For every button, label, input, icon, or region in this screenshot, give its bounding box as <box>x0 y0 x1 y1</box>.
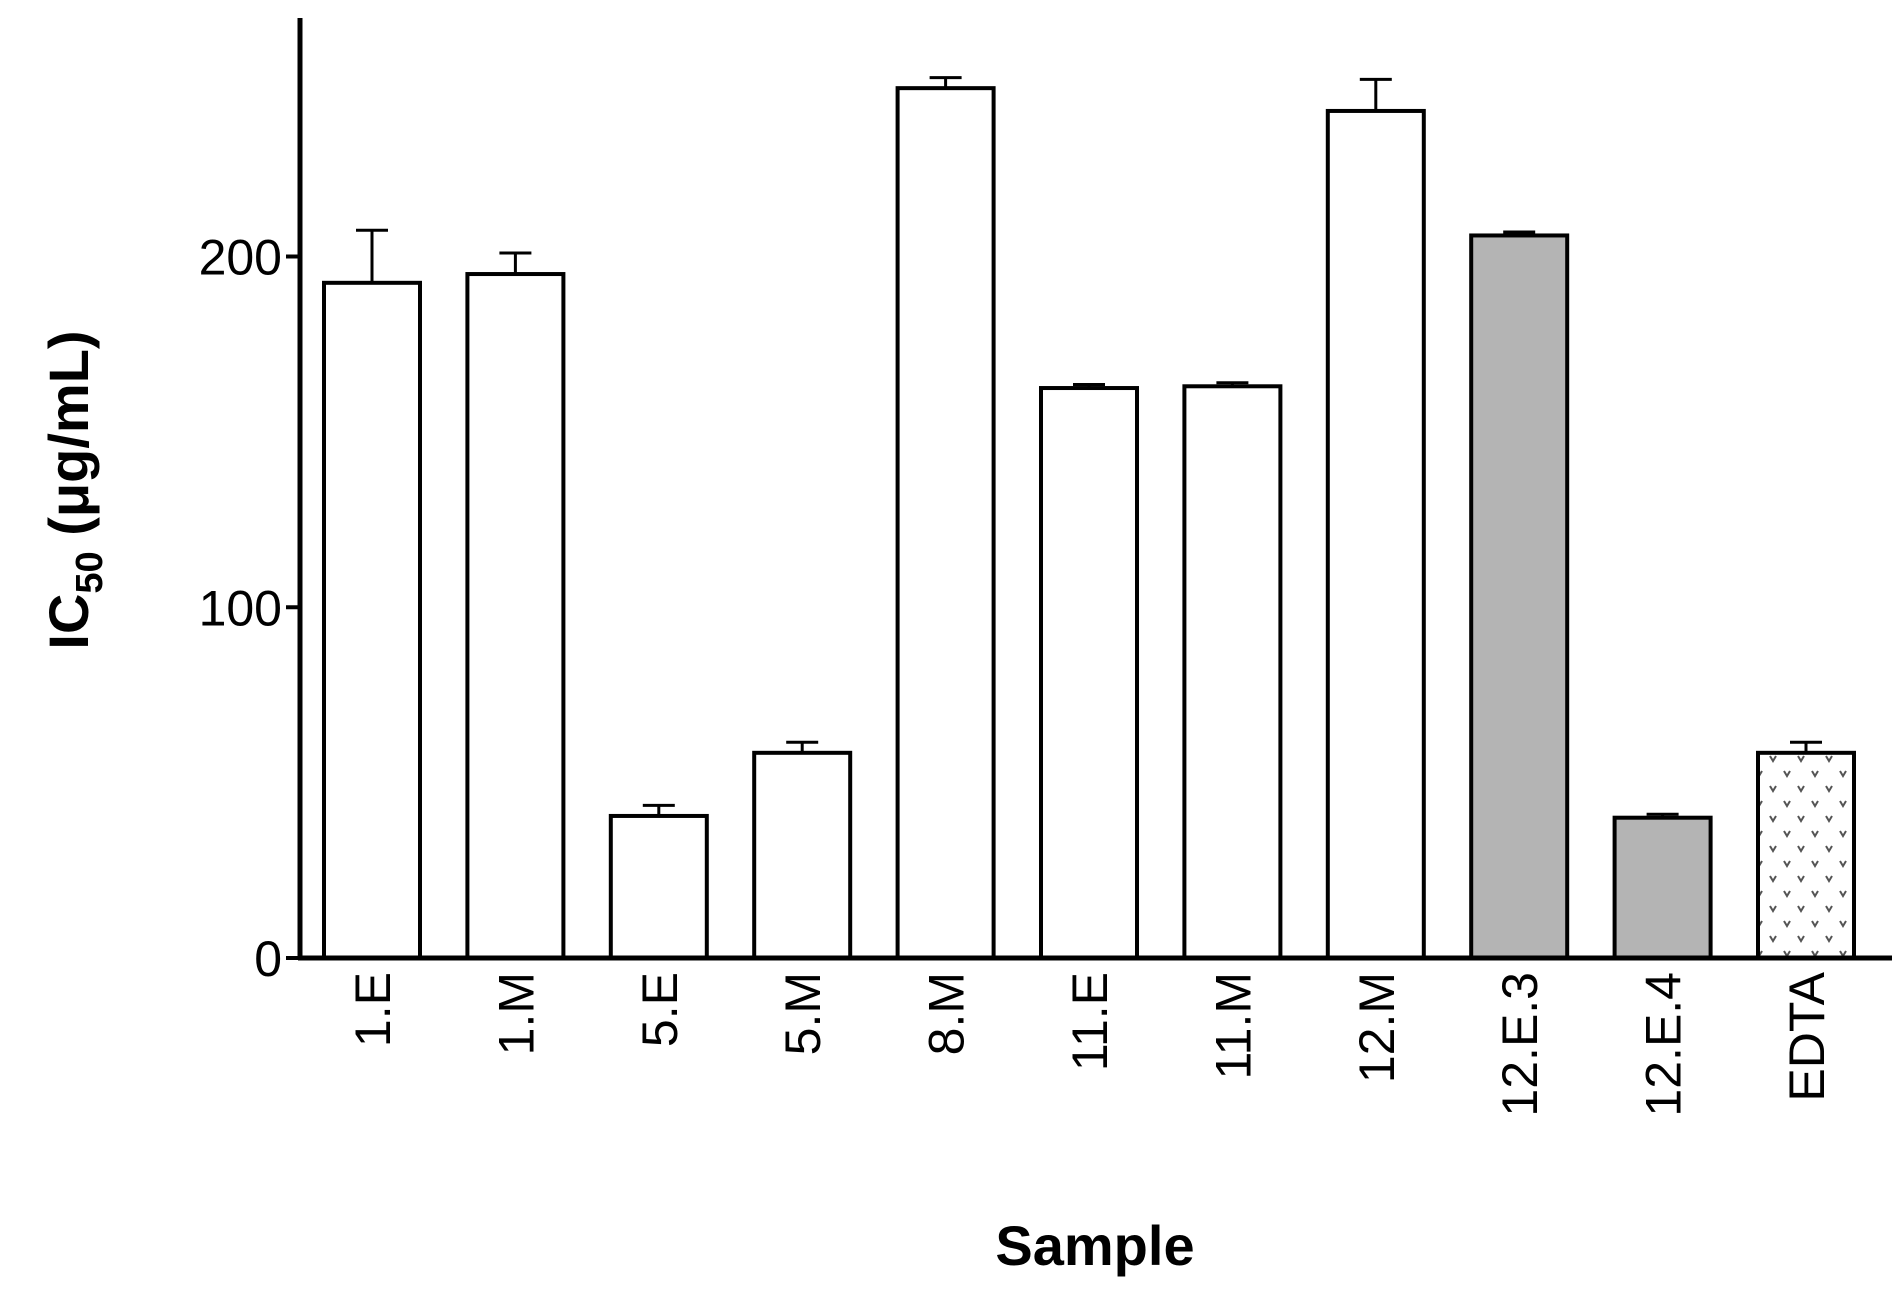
category-labels-layer: 1.E 1.M 5.E 5.M 8.M 11.E 11.M 12.M 12.E.3 12.E.4 E… <box>345 971 1835 1116</box>
bar-12-e-4 <box>1612 815 1713 960</box>
category-label: 12.M <box>1349 972 1405 1083</box>
error-bar <box>1216 381 1249 387</box>
x-axis-title: Sample <box>995 1214 1194 1277</box>
y-tick-label: 100 <box>199 580 282 636</box>
error-bar <box>356 228 388 283</box>
category-label: EDTA <box>1779 971 1835 1101</box>
error-bar <box>929 76 962 89</box>
y-axis-title-main: IC <box>37 594 100 650</box>
bars-layer <box>322 86 1856 961</box>
bar-5-m <box>752 750 853 960</box>
bar-1-e <box>322 280 422 961</box>
error-bar <box>1646 812 1679 818</box>
category-label: 1.E <box>345 972 401 1047</box>
error-bar <box>1359 77 1392 111</box>
y-axis-title-subscript: 50 <box>69 551 111 593</box>
y-axis-title-unit: (μg/mL) <box>37 330 100 551</box>
y-tick-label: 0 <box>254 931 282 987</box>
error-bar <box>499 251 532 275</box>
category-label: 12.E.3 <box>1492 972 1548 1117</box>
error-bars-layer <box>356 76 1822 818</box>
bar-5-e <box>608 813 709 960</box>
error-bar <box>1790 740 1822 753</box>
error-bar <box>1503 230 1536 236</box>
bar-12-e-3 <box>1469 233 1570 960</box>
category-label: 8.M <box>919 972 975 1055</box>
category-label: 12.E.4 <box>1636 972 1692 1117</box>
bar-8-m <box>895 86 996 961</box>
error-bar <box>642 803 675 816</box>
bar-11-e <box>1039 386 1139 961</box>
y-tick-label: 200 <box>199 230 282 286</box>
bar-edta <box>1756 750 1856 960</box>
bar-11-m <box>1182 384 1283 960</box>
y-ticks-layer: 0 100 200 <box>199 230 300 987</box>
bar-12-m <box>1325 108 1426 961</box>
error-bar <box>786 740 819 753</box>
category-label: 5.E <box>632 972 688 1047</box>
y-axis-title: IC50 (μg/mL) <box>37 330 111 649</box>
category-label: 11.M <box>1205 972 1261 1079</box>
category-label: 1.M <box>488 972 544 1055</box>
error-bar <box>1073 383 1105 389</box>
bar-1-m <box>465 272 566 960</box>
axes-layer <box>297 18 1892 961</box>
category-label: 5.M <box>775 972 831 1055</box>
category-label: 11.E <box>1062 972 1118 1071</box>
